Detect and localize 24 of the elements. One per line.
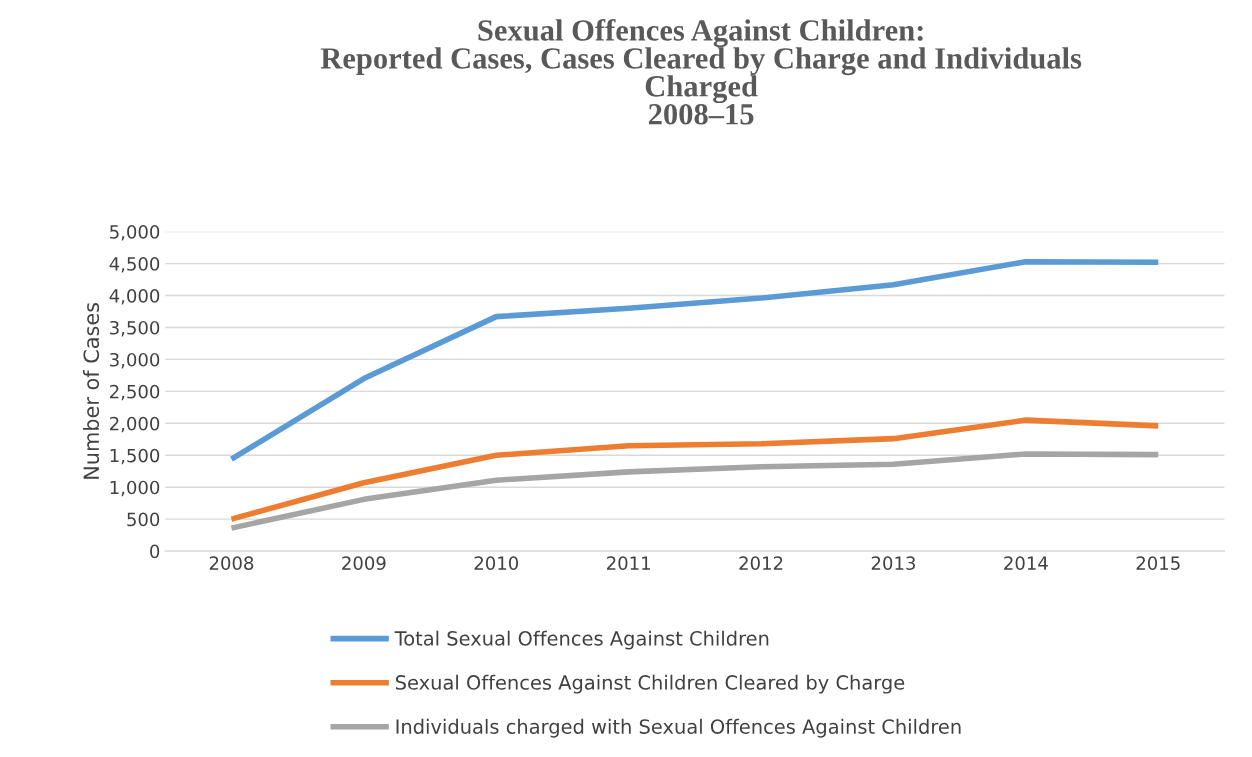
x-tick-label: 2014: [1004, 556, 1048, 570]
y-axis-title: Number of Cases: [82, 302, 100, 479]
x-tick-label: 2015: [1136, 556, 1180, 570]
legend-label: Individuals charged with Sexual Offences Against Children: [396, 718, 961, 738]
x-tick-label: 2010: [474, 556, 519, 570]
x-tick-label: 2013: [871, 556, 915, 570]
y-tick-label: 1,500: [110, 448, 160, 465]
y-tick-label: 3,500: [110, 320, 160, 337]
x-tick-label: 2011: [607, 556, 650, 570]
x-tick-label: 2009: [342, 556, 386, 570]
y-tick-label: 2,000: [110, 416, 160, 433]
y-tick-label: 4,000: [109, 288, 160, 305]
y-tick-label: 2,500: [110, 384, 160, 401]
y-tick-label: 5,000: [110, 225, 160, 241]
legend-label: Sexual Offences Against Children Cleared by Charge: [395, 674, 905, 694]
y-tick-label: 3,000: [110, 352, 160, 369]
y-tick-label: 4,500: [109, 257, 160, 273]
y-tick-label: 0: [150, 544, 160, 559]
x-tick-label: 2012: [739, 556, 783, 570]
y-tick-label: 1,000: [110, 480, 160, 497]
x-tick-label: 2008: [209, 556, 254, 570]
chart-title: Sexual Offences Against Children: Reported Cases, Cases Cleared by Charge and Individuals Charged 2008–15: [320, 18, 1082, 125]
legend-label: Total Sexual Offences Against Children: [394, 630, 769, 650]
y-tick-label: 500: [127, 512, 160, 527]
